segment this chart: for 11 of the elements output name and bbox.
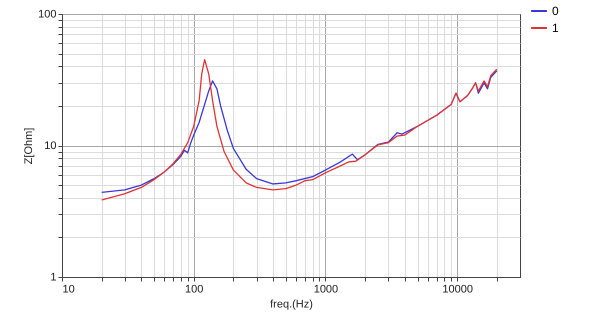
x-tick-label: 10000 [442,284,473,296]
y-tick-label: 100 [38,8,56,20]
legend-label: 1 [552,21,559,35]
x-tick-label: 1000 [314,284,338,296]
y-tick-label: 1 [50,272,56,284]
x-axis-title: freq.(Hz) [270,298,313,310]
x-tick-label: 10 [62,284,75,296]
y-tick-label: 10 [44,140,56,152]
legend-label: 0 [552,4,559,18]
y-axis-title: Z[Ohm] [23,128,36,164]
x-tick-label: 100 [185,284,204,296]
